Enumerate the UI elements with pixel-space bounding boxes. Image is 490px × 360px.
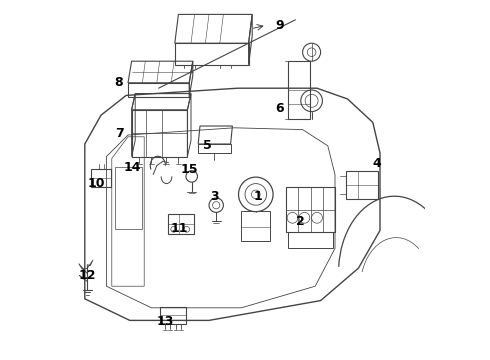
- Text: 12: 12: [78, 269, 96, 282]
- Text: 6: 6: [275, 102, 284, 114]
- Text: 8: 8: [114, 76, 122, 89]
- Text: 5: 5: [203, 139, 212, 152]
- Text: 15: 15: [180, 163, 198, 176]
- Text: 2: 2: [296, 215, 305, 228]
- Text: 7: 7: [115, 127, 123, 140]
- Text: 13: 13: [156, 315, 174, 328]
- Text: 11: 11: [171, 222, 188, 235]
- Text: 3: 3: [210, 190, 219, 203]
- Text: 4: 4: [372, 157, 381, 170]
- Text: 9: 9: [275, 19, 284, 32]
- Text: 14: 14: [124, 161, 142, 174]
- Text: 10: 10: [88, 177, 105, 190]
- Text: 1: 1: [253, 190, 262, 203]
